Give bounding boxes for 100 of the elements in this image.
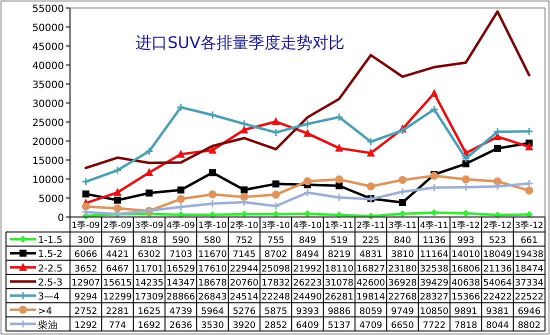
- data-label: 769: [108, 236, 126, 246]
- data-label: 22768: [388, 292, 418, 303]
- y-tick-label: 0: [58, 213, 64, 224]
- x-tick-label: 2季-11: [356, 220, 385, 231]
- data-label: 11670: [198, 250, 228, 260]
- y-tick-label: 5000: [38, 194, 64, 205]
- data-label: 8219: [328, 250, 351, 260]
- y-tick-label: 30000: [32, 99, 64, 110]
- legend-label: 柴油: [38, 318, 58, 331]
- data-label: 523: [488, 236, 506, 246]
- data-label: 4421: [106, 250, 129, 260]
- data-label: 3920: [232, 320, 256, 331]
- x-tick-label: 2季-09: [103, 220, 132, 231]
- data-label: 6409: [296, 320, 320, 331]
- data-label: 40638: [452, 278, 480, 288]
- x-tick-label: 1季-12: [452, 220, 480, 231]
- x-tick-label: 3季-10: [262, 220, 290, 231]
- data-label: 11701: [134, 264, 164, 274]
- data-label: 12907: [72, 278, 100, 288]
- legend-label: 1.5-2: [38, 249, 63, 260]
- data-label: 755: [267, 236, 284, 246]
- data-label: 5137: [328, 320, 351, 331]
- x-tick-label: 2季-10: [230, 220, 258, 231]
- data-label: 18474: [514, 264, 544, 274]
- x-tick-label: 2季-12: [483, 220, 512, 231]
- data-label: 2852: [264, 320, 288, 331]
- data-label: 11164: [420, 250, 449, 260]
- data-label: 10850: [420, 306, 449, 317]
- data-label: 818: [140, 236, 158, 246]
- data-label: 3810: [391, 250, 414, 260]
- data-label: 19814: [356, 292, 386, 303]
- data-label: 17309: [134, 292, 164, 303]
- legend-label: 2-2.5: [38, 263, 63, 274]
- x-tick-label: 3季-11: [388, 220, 417, 231]
- legend-label: >4: [38, 306, 52, 317]
- data-label: 7145: [232, 250, 256, 260]
- data-label: 26223: [293, 278, 322, 288]
- data-label: 9294: [74, 292, 98, 303]
- data-label: 1136: [422, 236, 446, 246]
- data-label: 15615: [103, 278, 132, 288]
- data-label: 42600: [356, 278, 386, 288]
- data-label: 2636: [169, 320, 193, 331]
- y-tick-label: 10000: [32, 175, 64, 186]
- data-label: 8702: [264, 250, 288, 260]
- data-label: 14010: [452, 250, 480, 260]
- data-label: 12299: [103, 292, 132, 303]
- data-label: 225: [362, 236, 380, 246]
- data-label: 25098: [262, 264, 290, 274]
- data-label: 39429: [420, 278, 449, 288]
- data-label: 15366: [452, 292, 480, 303]
- legend-label: 3—4: [38, 292, 60, 303]
- data-label: 18678: [198, 278, 228, 288]
- y-tick-label: 45000: [32, 42, 64, 53]
- data-label: 22248: [262, 292, 290, 303]
- data-label: 31078: [324, 278, 354, 288]
- data-label: 24514: [230, 292, 259, 303]
- data-label: 24490: [293, 292, 322, 303]
- data-label: 23180: [388, 264, 418, 274]
- data-label: 9886: [328, 306, 351, 317]
- x-tick-label: 4季-10: [293, 220, 322, 231]
- data-label: 1625: [138, 306, 161, 317]
- y-tick-label: 40000: [32, 61, 64, 72]
- data-label: 22944: [230, 264, 259, 274]
- data-label: 6302: [138, 250, 161, 260]
- data-label: 20760: [230, 278, 259, 288]
- data-label: 14235: [134, 278, 164, 288]
- data-label: 9749: [391, 306, 414, 317]
- data-label: 8802: [518, 320, 541, 331]
- data-label: 8044: [486, 320, 510, 331]
- data-label: 14347: [166, 278, 196, 288]
- data-label: 26843: [198, 292, 227, 303]
- data-label: 18110: [324, 264, 354, 274]
- data-label: 9891: [454, 306, 478, 317]
- data-label: 661: [520, 236, 538, 246]
- x-tick-label: 1季-09: [72, 220, 100, 231]
- y-tick-label: 55000: [32, 4, 64, 15]
- data-label: 1292: [74, 320, 98, 331]
- data-label: 28327: [420, 292, 448, 303]
- data-label: 3530: [201, 320, 224, 331]
- data-label: 5964: [201, 306, 224, 317]
- data-label: 26281: [324, 292, 354, 303]
- data-label: 5875: [264, 306, 288, 317]
- data-label: 22422: [483, 292, 512, 303]
- data-label: 28866: [166, 292, 196, 303]
- x-tick-label: 4季-09: [166, 220, 195, 231]
- data-label: 8059: [359, 306, 383, 317]
- data-label: 16827: [356, 264, 386, 274]
- data-label: 17610: [198, 264, 228, 274]
- data-label: 19438: [514, 250, 544, 260]
- data-label: 5276: [232, 306, 256, 317]
- text: 进口SUV各排量季度走势对比: [136, 33, 344, 52]
- x-tick-label: 1季-10: [198, 220, 227, 231]
- data-label: 21992: [293, 264, 322, 274]
- data-label: 32538: [420, 264, 449, 274]
- data-label: 54064: [483, 278, 512, 288]
- data-label: 4831: [359, 250, 382, 260]
- legend-label: 2.5-3: [38, 278, 63, 288]
- y-tick-label: 50000: [32, 23, 64, 34]
- data-label: 16806: [452, 264, 480, 274]
- data-label: 993: [457, 236, 474, 246]
